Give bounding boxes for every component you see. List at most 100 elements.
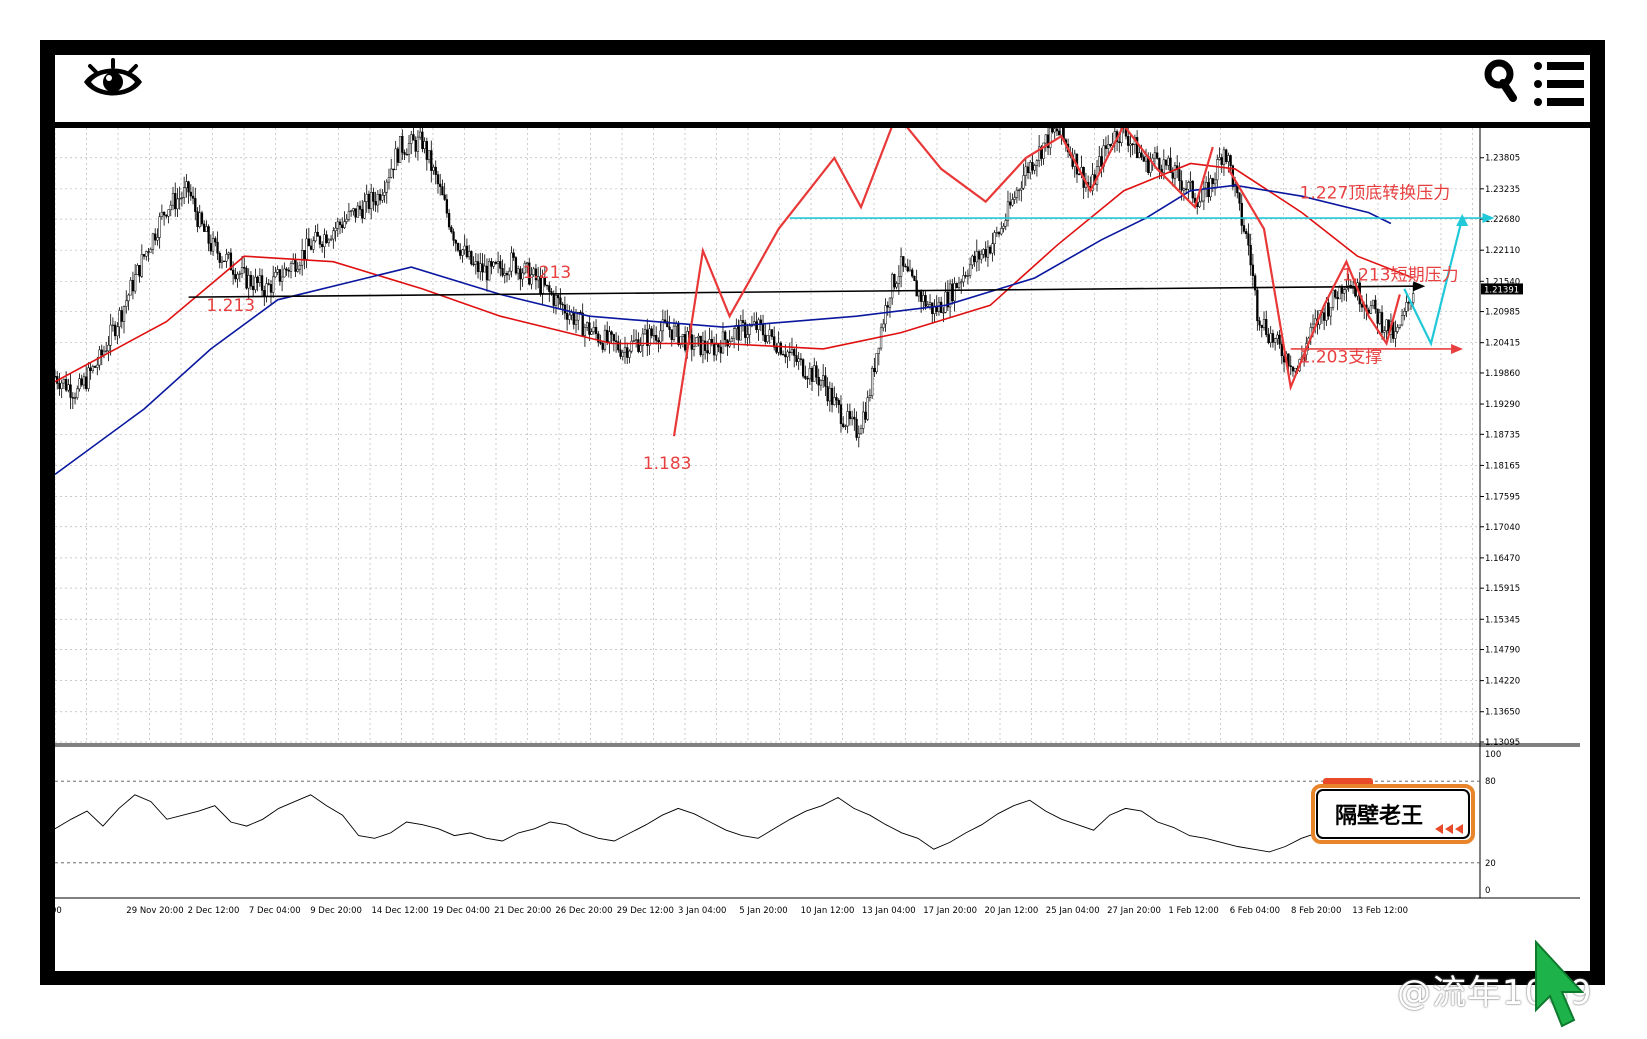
time-tick-label: 25 Jan 04:00 [1046,906,1100,916]
candle-body [1100,156,1103,167]
candle-body [87,367,90,389]
candle-body [203,223,206,232]
price-tick-label: 1.22110 [1485,246,1520,256]
candle-body [639,345,642,352]
candle-body [839,404,843,425]
candle-body [962,275,965,283]
candle-body [263,290,266,297]
candle-body [808,368,811,380]
eye-icon[interactable] [82,58,144,104]
candle-body [995,232,998,234]
rsi-level-label: 100 [1485,750,1501,760]
candle-body [904,265,907,268]
candle-body [96,364,99,368]
candle-body [1202,187,1206,202]
candle-body [156,237,159,241]
candle-body [481,263,484,273]
price-tick-label: 1.21540 [1485,277,1520,287]
candle-body [256,276,259,283]
candle-body [933,306,936,315]
candle-body [73,397,77,399]
candle-body [443,194,446,200]
search-icon[interactable] [1483,58,1519,102]
candle-body [131,280,135,292]
candle-body [1204,182,1208,189]
price-tick-label: 1.19290 [1485,400,1520,410]
candle-body [663,319,667,322]
cursor-icon [1535,940,1585,1028]
candle-body [283,268,286,278]
time-tick-label: 5 Jan 20:00 [739,906,787,916]
candle-body [1049,127,1052,149]
candle-body [1396,327,1399,332]
candle-body [697,335,700,338]
candle-body [343,221,346,228]
candle-body [127,294,130,302]
price-tick-label: 1.19860 [1485,369,1520,379]
candle-body [334,227,337,232]
candle-body [318,236,322,245]
candle-body [1400,315,1404,326]
candle-body [118,310,121,328]
candle-body [189,191,192,197]
candle-body [1184,188,1188,190]
candle-body [1037,146,1041,161]
candle-body [1269,333,1272,344]
candle-body [628,350,631,358]
candle-body [129,280,132,296]
candle-body [554,295,558,306]
candle-body [1127,135,1130,146]
candle-body [505,273,509,276]
menu-icon[interactable] [1533,60,1585,108]
candle-body [142,254,146,257]
candle-body [405,154,408,156]
candle-body [234,274,237,280]
candle-body [1098,156,1101,168]
candle-body [704,340,707,351]
candle-body [1024,166,1027,176]
candle-body [216,241,219,254]
candle-body [1378,312,1381,324]
candle-body [187,181,190,193]
candle-body [1015,189,1019,198]
candle-body [289,263,293,272]
candle-body [138,265,141,277]
candle-body [1033,165,1036,171]
candle-body [265,283,268,297]
annotation-label: 1.213 [523,263,572,283]
candle-body [416,136,420,152]
candle-body [236,274,239,280]
candle-body [321,244,324,248]
candle-body [906,266,909,272]
candle-body [67,384,70,391]
candle-body [252,285,255,291]
candles [53,115,1415,448]
candle-body [744,322,747,338]
candle-body [521,272,524,280]
candle-body [668,326,671,330]
candle-body [659,330,662,343]
candle-body [1329,307,1332,317]
candle-body [196,211,199,227]
candle-body [1289,365,1292,368]
time-tick-label: 9 Dec 20:00 [310,906,362,916]
candle-body [552,293,555,306]
annotation-label: 1.213 [206,296,255,316]
candle-body [557,295,560,299]
candle-body [1360,303,1364,308]
logo-text: 隔壁老王 [1335,803,1423,829]
candle-body [1171,172,1174,179]
price-tick-label: 1.13650 [1485,708,1520,718]
time-tick-label: 29 Nov 20:00 [126,906,183,916]
candle-body [911,269,914,277]
candle-body [719,346,722,354]
time-tick-label: 2 Dec 12:00 [188,906,240,916]
candle-body [285,268,288,271]
candle-body [305,238,308,260]
candle-body [1325,302,1328,321]
candle-body [398,135,402,163]
candle-body [85,376,88,389]
candle-body [476,261,480,272]
candle-body [588,322,591,335]
candle-body [245,268,248,289]
